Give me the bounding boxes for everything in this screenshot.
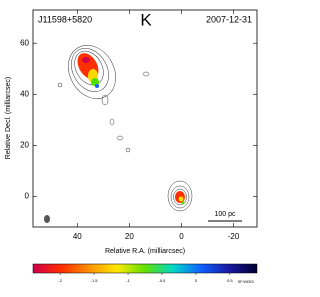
y-tick-label: 60 [20,38,29,47]
x-tick-label: 40 [73,232,82,241]
y-tick-label: 40 [20,89,29,98]
chart: 100 pc J11598+5820 K 2007-12-31 Relative… [5,9,258,284]
colorbar-tick-label: 0 [195,278,198,283]
band: K [140,10,152,29]
y-axis-label: Relative Decl. (milliarcsec) [5,77,12,159]
date: 2007-12-31 [206,14,252,24]
colorbar-label: SP INDEX [238,280,255,284]
colorbar [32,263,258,274]
colorbar-tick-label: -1 [126,278,130,283]
jet-contours [57,45,150,153]
source-name: J11598+5820 [38,14,92,24]
x-axis-label: Relative R.A. (milliarcsec) [105,248,185,255]
x-tick-label: 0 [179,232,184,241]
y-tick-label: 0 [25,191,30,200]
colorbar-tick-label: -1.5 [91,278,99,283]
beam [44,215,50,223]
plot-frame [32,9,258,228]
x-tick-label: 20 [125,232,134,241]
x-tick-label: -20 [228,232,240,241]
scale-bar-label: 100 pc [214,211,236,218]
colorbar-tick-label: -2 [58,278,62,283]
y-tick-label: 20 [20,140,29,149]
colorbar-tick-label: -0.5 [159,278,167,283]
colorbar-tick-label: 0.5 [227,278,233,283]
core-contours [167,180,193,212]
